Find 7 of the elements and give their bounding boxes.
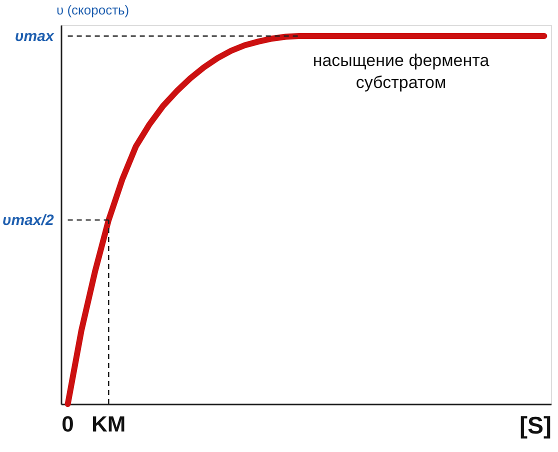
x-tick-label: KM xyxy=(92,412,126,436)
x-tick-label: 0 xyxy=(62,412,74,436)
y-axis-title: υ (скорость) xyxy=(56,2,130,18)
ref-line-label: υmax/2 xyxy=(2,212,54,230)
ref-line-label: υmax xyxy=(14,28,54,46)
annotation: насыщение фермента субстратом xyxy=(312,51,490,92)
x-axis-title: [S] xyxy=(520,412,552,440)
